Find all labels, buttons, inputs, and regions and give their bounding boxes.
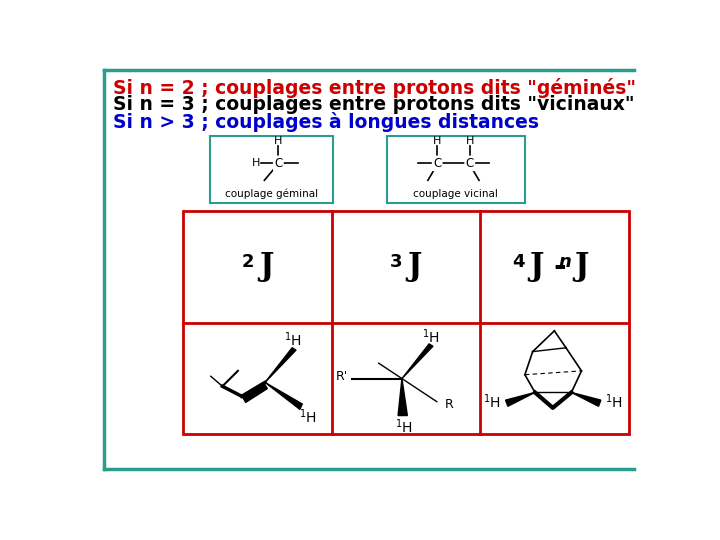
Text: J: J — [575, 252, 589, 282]
Bar — [387, 136, 525, 204]
Text: $^1$H: $^1$H — [395, 417, 413, 436]
Text: $^1$H: $^1$H — [284, 331, 302, 349]
Text: 4: 4 — [513, 253, 525, 271]
Text: C: C — [466, 157, 474, 170]
Text: Si n = 2 ; couplages entre protons dits "géminés": Si n = 2 ; couplages entre protons dits … — [113, 78, 636, 98]
Text: C: C — [274, 157, 282, 170]
Text: R: R — [444, 399, 454, 411]
Polygon shape — [505, 393, 535, 406]
Text: J: J — [258, 252, 273, 282]
Polygon shape — [265, 348, 296, 382]
Polygon shape — [242, 382, 267, 402]
Bar — [183, 211, 629, 434]
Polygon shape — [402, 344, 433, 379]
Text: $^1$H: $^1$H — [605, 393, 623, 411]
Text: H: H — [252, 158, 260, 168]
Text: H: H — [433, 136, 441, 146]
Text: R': R' — [336, 370, 348, 383]
Text: 3: 3 — [390, 253, 402, 271]
Polygon shape — [572, 393, 601, 406]
Text: H: H — [466, 136, 474, 146]
Text: Si n > 3 ; couplages à longues distances: Si n > 3 ; couplages à longues distances — [113, 112, 539, 132]
Text: n: n — [559, 253, 572, 271]
Text: couplage géminal: couplage géminal — [225, 188, 318, 199]
Text: Si n = 3 ; couplages entre protons dits "vicinaux": Si n = 3 ; couplages entre protons dits … — [113, 96, 635, 114]
Text: $^1$H: $^1$H — [299, 408, 317, 427]
Text: C: C — [433, 157, 441, 170]
Text: $^1$H: $^1$H — [423, 327, 440, 346]
Text: J: J — [408, 252, 422, 282]
Text: $^1$H: $^1$H — [483, 393, 501, 411]
Text: couplage vicinal: couplage vicinal — [413, 189, 498, 199]
Bar — [210, 136, 333, 204]
Text: H: H — [274, 136, 282, 146]
Text: 2: 2 — [242, 253, 254, 271]
Text: J -: J - — [529, 252, 578, 282]
Polygon shape — [398, 379, 408, 416]
Polygon shape — [265, 382, 302, 409]
